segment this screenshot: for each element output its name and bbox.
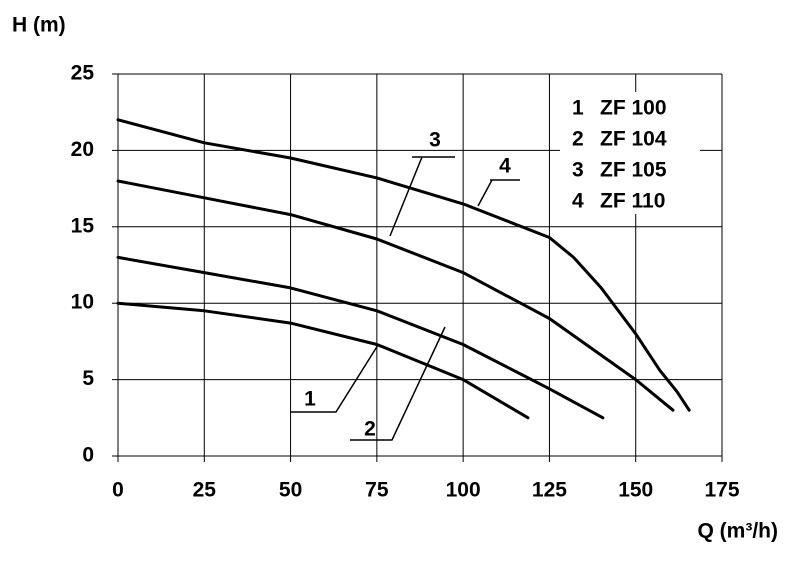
x-tick-label: 100 (446, 479, 481, 502)
y-tick-label: 20 (71, 138, 94, 161)
x-tick-label: 175 (704, 479, 739, 502)
x-axis-label: Q (m³/h) (698, 520, 778, 543)
x-tick-label: 50 (279, 479, 302, 502)
curve-label: 1 (304, 388, 316, 411)
legend-label: ZF 104 (600, 128, 667, 151)
y-tick-label: 0 (82, 444, 94, 467)
curve-label: 2 (364, 418, 376, 441)
y-axis-label: H (m) (12, 14, 66, 37)
line-series (116, 301, 530, 420)
x-tick-label: 0 (112, 479, 124, 502)
line-series (116, 118, 691, 412)
curve-label: 3 (429, 129, 441, 152)
line-series (116, 255, 605, 420)
legend-box (560, 92, 700, 214)
legend-number: 1 (572, 97, 584, 120)
legend-label: ZF 110 (600, 190, 665, 213)
curve-label: 4 (499, 155, 511, 178)
legend-label: ZF 100 (600, 97, 667, 120)
x-tick-label: 75 (365, 479, 389, 502)
x-tick-label: 25 (193, 479, 217, 502)
leader-line (389, 156, 455, 237)
y-tick-label: 15 (71, 214, 95, 237)
x-tick-label: 125 (532, 479, 567, 502)
legend-number: 2 (572, 128, 584, 151)
legend-label: ZF 105 (600, 159, 667, 182)
legend-number: 4 (572, 190, 584, 213)
y-tick-label: 10 (71, 291, 94, 314)
leader-line (477, 179, 520, 207)
leader-line (290, 344, 379, 413)
y-tick-label: 5 (82, 367, 94, 390)
line-series (116, 179, 675, 412)
legend-number: 3 (572, 159, 584, 182)
leader-line (350, 326, 446, 441)
y-tick-label: 25 (71, 62, 95, 85)
x-tick-label: 150 (618, 479, 653, 502)
